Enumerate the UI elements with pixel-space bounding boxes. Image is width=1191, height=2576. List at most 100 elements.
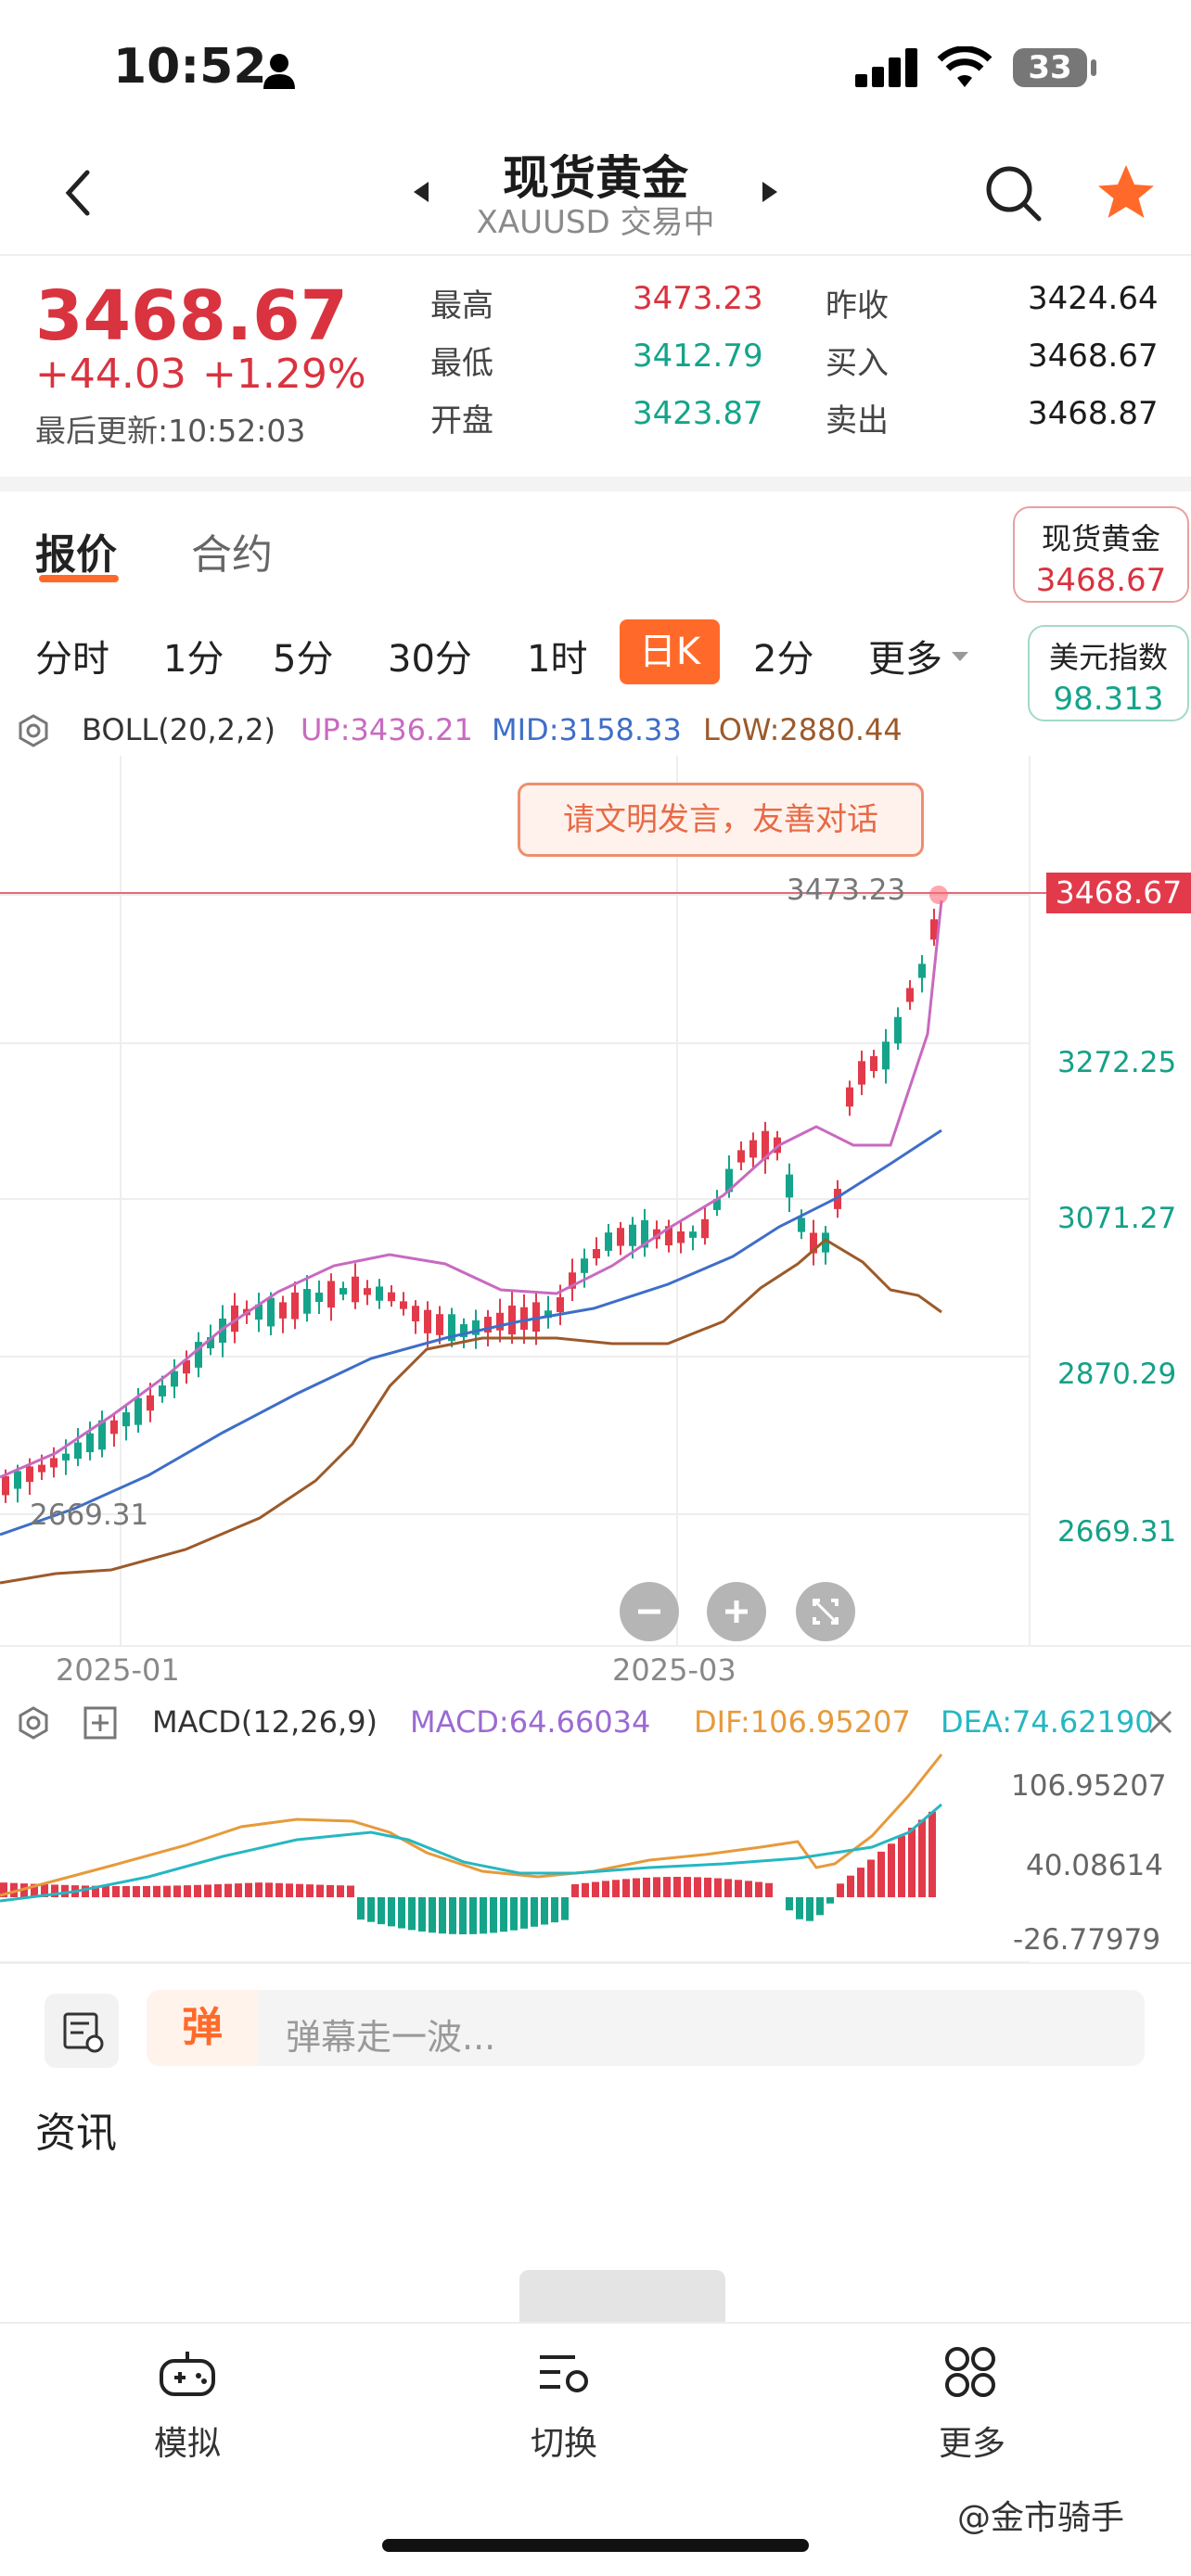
period-timeshare[interactable]: 分时 (35, 638, 109, 681)
notice-text: 请文明发言，友善对话 (563, 801, 878, 838)
tab-contract[interactable]: 合约 (191, 531, 273, 579)
current-price-tag: 3468.67 (1046, 873, 1191, 913)
macd-bar (265, 1882, 273, 1897)
macd-bar (194, 1884, 201, 1897)
zoom-in-button[interactable] (707, 1582, 766, 1641)
person-icon (262, 52, 297, 93)
macd-bar (173, 1885, 181, 1897)
macd-bar (673, 1877, 681, 1897)
candle-body (364, 1288, 371, 1295)
tab-quote[interactable]: 报价 (35, 531, 117, 579)
candle-body (713, 1199, 721, 1210)
candle-body (472, 1320, 480, 1335)
period-daily-selected[interactable]: 日K (620, 619, 720, 684)
period-30m[interactable]: 30分 (388, 638, 472, 681)
candles (2, 908, 938, 1503)
macd-bar (908, 1828, 916, 1897)
candle-body (207, 1336, 214, 1349)
fullscreen-button[interactable] (796, 1582, 855, 1641)
grid-icon (942, 2344, 998, 2404)
search-icon[interactable] (983, 163, 1044, 228)
macd-bar (561, 1897, 569, 1920)
candle-body (930, 919, 938, 940)
macd-bar (653, 1877, 660, 1897)
candle-body (786, 1174, 793, 1198)
prev-instrument-icon[interactable] (412, 180, 430, 208)
macd-bar (735, 1880, 742, 1897)
macd-bar (388, 1897, 395, 1927)
current-price-dot (929, 886, 948, 904)
nav-switch[interactable]: 切换 (530, 2425, 597, 2463)
macd-bar (286, 1883, 293, 1897)
back-button[interactable] (61, 167, 95, 223)
price-axis-tick: 2870.29 (1057, 1358, 1177, 1391)
boll-low-line (0, 1238, 942, 1585)
high-value: 3473.23 (633, 280, 763, 317)
candle-body (605, 1232, 612, 1251)
side-card-dxy[interactable]: 美元指数 98.313 (1028, 625, 1189, 721)
macd-bar (204, 1884, 211, 1897)
candle-body (918, 963, 926, 978)
macd-bar (408, 1897, 416, 1931)
favorite-star-icon[interactable] (1093, 159, 1159, 230)
bid-value: 3468.67 (1028, 338, 1159, 375)
boll-up-line (0, 899, 943, 1479)
zoom-out-button[interactable] (620, 1582, 679, 1641)
candle-body (315, 1292, 323, 1303)
danmaku-input[interactable]: 弹 弹幕走一波... (147, 1990, 1145, 2066)
macd-bar (888, 1843, 895, 1897)
candle-body (74, 1442, 82, 1460)
macd-bar (796, 1897, 803, 1919)
macd-bar (898, 1835, 905, 1897)
switch-icon (534, 2348, 594, 2404)
macd-dea: DEA:74.62190 (941, 1704, 1154, 1740)
macd-label: MACD(12,26,9) (152, 1704, 378, 1740)
macd-settings-icon[interactable] (15, 1704, 52, 1745)
danmaku-settings-icon[interactable] (45, 1994, 119, 2068)
nav-simulate[interactable]: 模拟 (153, 2425, 221, 2463)
battery-level: 33 (1028, 49, 1072, 86)
candle-body (544, 1310, 552, 1319)
boll-mid: MID:3158.33 (492, 712, 682, 747)
danmaku-badge-text: 弹 (182, 2004, 223, 2051)
macd-bar (122, 1885, 130, 1897)
macd-bar (0, 1882, 7, 1897)
status-time: 10:52 (113, 39, 267, 95)
candle-body (291, 1292, 299, 1320)
candle-body (701, 1218, 709, 1239)
home-indicator[interactable] (382, 2539, 809, 2552)
macd-bar (306, 1884, 314, 1897)
macd-value: MACD:64.66034 (410, 1704, 651, 1740)
price-axis-tick: 2669.31 (1057, 1515, 1177, 1549)
period-5m[interactable]: 5分 (273, 638, 334, 681)
date-axis-tick: 2025-01 (56, 1652, 180, 1688)
macd-bar (582, 1882, 589, 1897)
danmaku-badge: 弹 (147, 1990, 258, 2066)
add-indicator-icon[interactable] (83, 1706, 117, 1743)
macd-bar (429, 1897, 436, 1933)
next-instrument-icon[interactable] (761, 180, 779, 208)
period-more[interactable]: 更多 (868, 638, 942, 681)
close-macd-icon[interactable] (1145, 1706, 1176, 1741)
boll-settings-icon[interactable] (15, 712, 52, 753)
macd-bar (245, 1882, 252, 1897)
candle-body (339, 1288, 347, 1294)
period-1h[interactable]: 1时 (527, 638, 588, 681)
candle-body (400, 1301, 407, 1309)
candlestick-chart[interactable] (0, 756, 1191, 1757)
macd-bar (541, 1897, 548, 1925)
side-card-gold[interactable]: 现货黄金 3468.67 (1013, 506, 1189, 603)
prev-close-label: 昨收 (826, 287, 889, 325)
candle-body (86, 1433, 94, 1453)
boll-mid-line (0, 1129, 942, 1537)
candle-body (677, 1231, 685, 1243)
macd-bar (316, 1884, 324, 1897)
period-1m[interactable]: 1分 (163, 638, 224, 681)
watermark: @金市骑手 (957, 2499, 1125, 2537)
macd-bar (877, 1851, 885, 1897)
period-2m[interactable]: 2分 (753, 638, 814, 681)
current-price: 3468.67 (35, 276, 349, 356)
candle-body (725, 1168, 733, 1192)
macd-bar (347, 1885, 354, 1897)
nav-more[interactable]: 更多 (938, 2425, 1005, 2463)
